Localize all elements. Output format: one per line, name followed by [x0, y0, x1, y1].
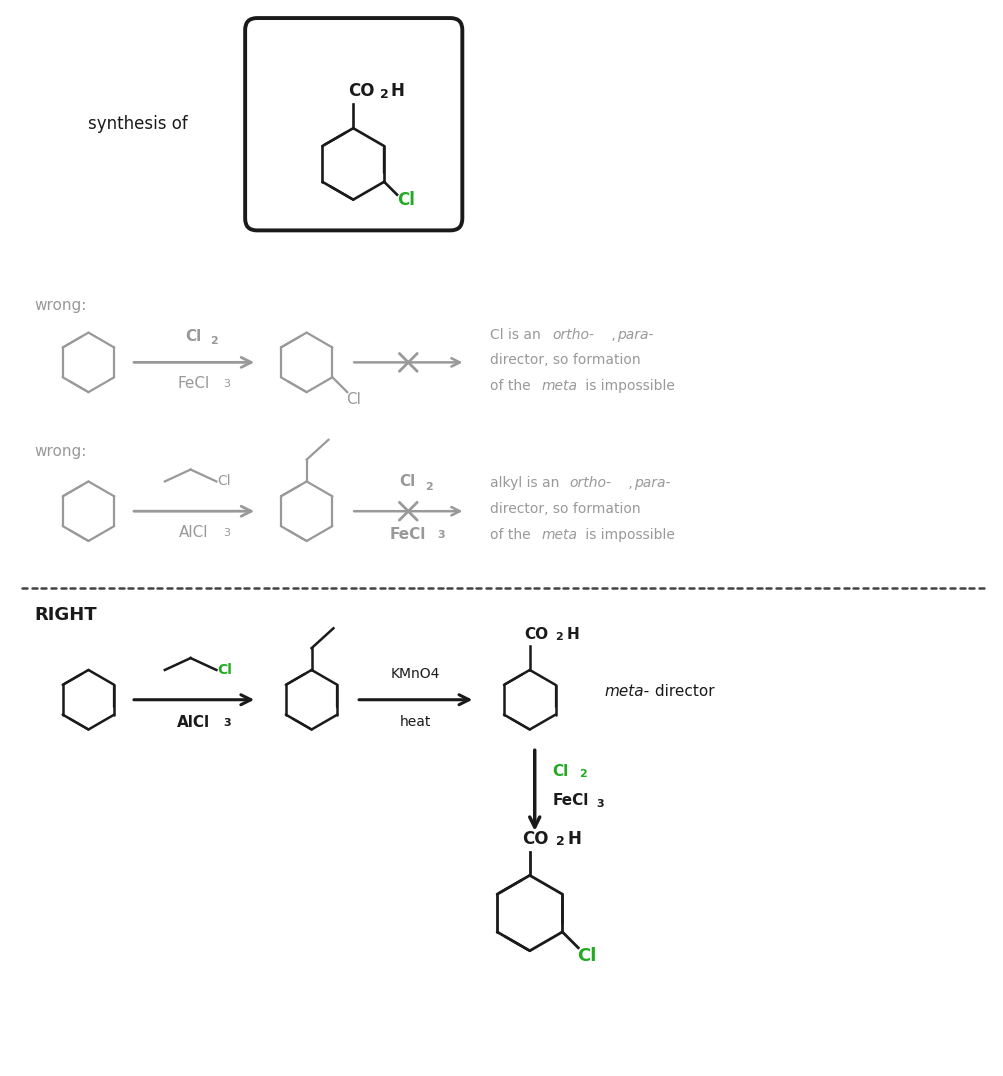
Text: para-: para-: [633, 477, 670, 491]
Text: H: H: [390, 83, 404, 100]
Text: 3: 3: [437, 530, 444, 540]
Text: FeCl: FeCl: [552, 793, 589, 808]
Text: FeCl: FeCl: [178, 377, 210, 392]
Text: Cl: Cl: [186, 328, 202, 343]
Text: Cl: Cl: [399, 475, 415, 490]
Text: 2: 2: [555, 835, 564, 848]
Text: Cl: Cl: [218, 475, 231, 489]
Text: ortho-: ortho-: [569, 477, 611, 491]
Text: AlCl: AlCl: [177, 714, 210, 730]
Text: ,: ,: [623, 477, 637, 491]
Text: heat: heat: [399, 714, 431, 728]
Text: Cl: Cl: [346, 392, 361, 407]
Text: 3: 3: [596, 798, 603, 809]
Text: synthesis of: synthesis of: [88, 115, 188, 133]
Text: 3: 3: [223, 379, 230, 390]
Text: Cl: Cl: [218, 663, 232, 677]
Text: wrong:: wrong:: [34, 444, 86, 459]
Text: director, so formation: director, so formation: [489, 353, 640, 367]
Text: Cl: Cl: [577, 947, 596, 965]
Text: is impossible: is impossible: [581, 528, 675, 542]
Text: CO: CO: [348, 83, 374, 100]
Text: FeCl: FeCl: [389, 527, 425, 542]
Text: Cl: Cl: [396, 190, 414, 209]
Text: AlCl: AlCl: [179, 525, 209, 540]
Text: is impossible: is impossible: [581, 379, 675, 393]
Text: 2: 2: [555, 633, 563, 642]
Text: of the: of the: [489, 379, 535, 393]
Text: H: H: [567, 830, 581, 848]
Text: KMnO4: KMnO4: [390, 667, 440, 681]
Text: director: director: [649, 684, 714, 699]
Text: meta: meta: [542, 528, 577, 542]
Text: alkyl is an: alkyl is an: [489, 477, 564, 491]
Text: CO: CO: [522, 830, 548, 848]
Text: wrong:: wrong:: [34, 298, 86, 313]
Text: ,: ,: [607, 327, 620, 341]
Text: 2: 2: [424, 482, 432, 493]
Text: 2: 2: [579, 769, 587, 779]
Text: para-: para-: [617, 327, 653, 341]
Text: RIGHT: RIGHT: [34, 607, 96, 624]
Text: ortho-: ortho-: [552, 327, 594, 341]
Text: 3: 3: [223, 528, 230, 538]
Text: 2: 2: [380, 88, 388, 101]
Text: 2: 2: [211, 337, 218, 346]
Text: H: H: [566, 626, 579, 641]
Text: meta-: meta-: [604, 684, 649, 699]
Text: 3: 3: [223, 718, 231, 727]
Text: Cl: Cl: [552, 764, 569, 779]
Text: CO: CO: [524, 626, 548, 641]
FancyBboxPatch shape: [245, 18, 461, 230]
Text: meta: meta: [542, 379, 577, 393]
Text: of the: of the: [489, 528, 535, 542]
Text: Cl is an: Cl is an: [489, 327, 545, 341]
Text: director, so formation: director, so formation: [489, 502, 640, 516]
